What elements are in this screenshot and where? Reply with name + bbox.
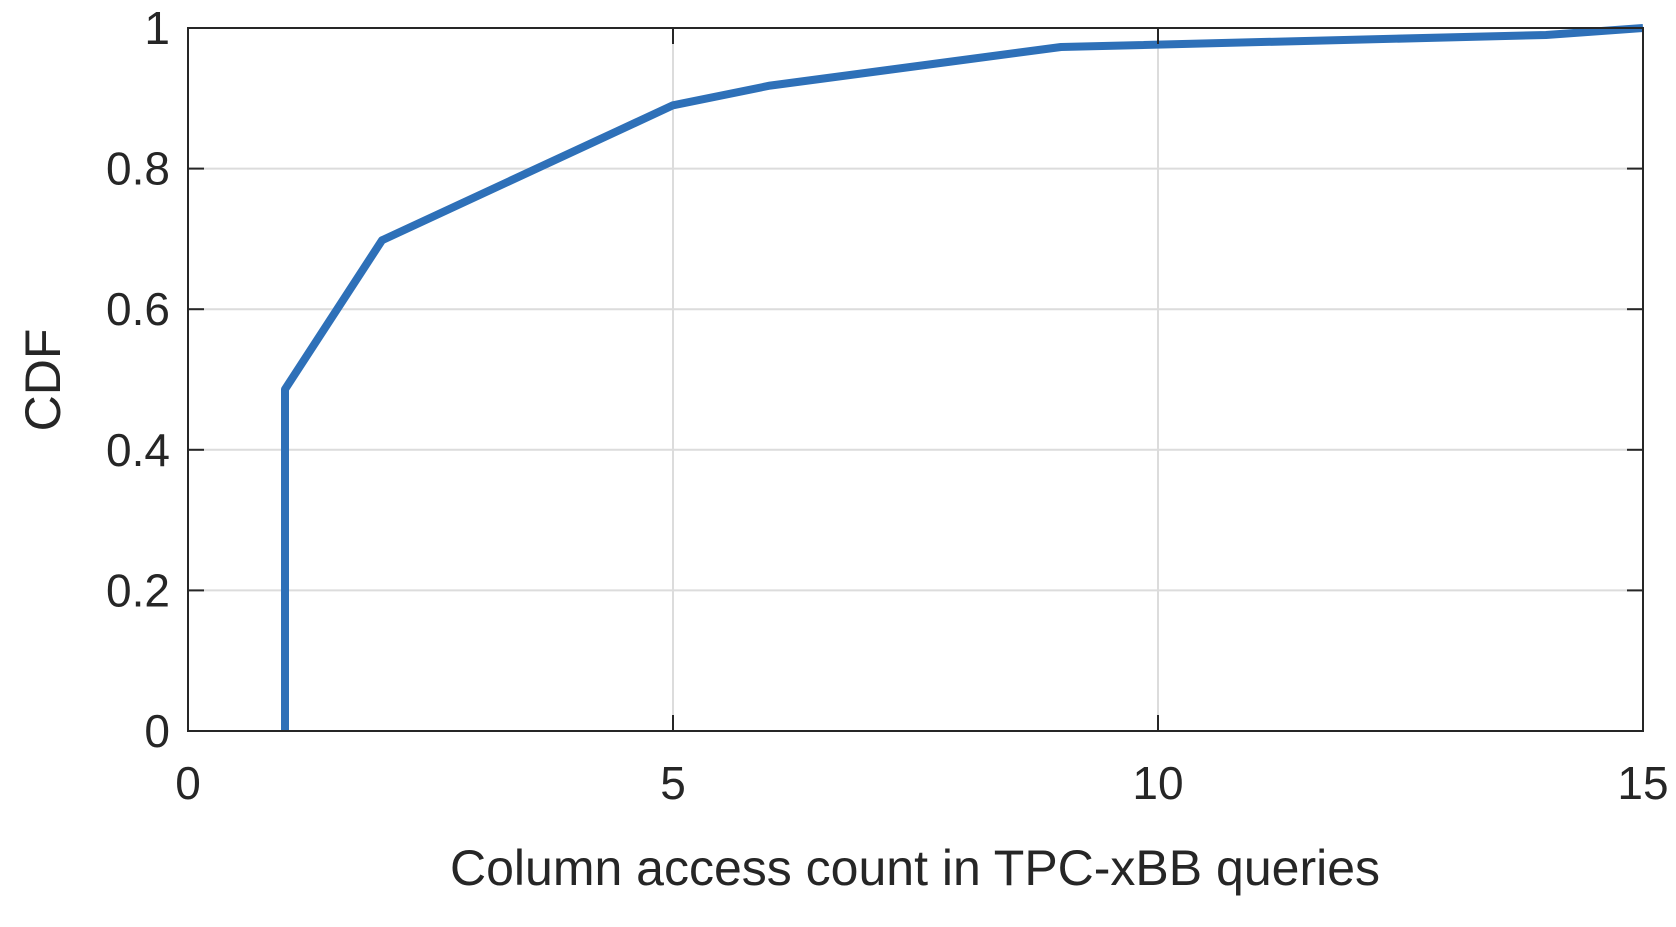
y-tick-label: 0	[144, 705, 170, 757]
x-tick-labels: 0 5 10 15	[175, 757, 1668, 809]
x-axis-label: Column access count in TPC-xBB queries	[450, 840, 1380, 896]
x-tick-label: 0	[175, 757, 201, 809]
cdf-series-line	[281, 24, 1644, 731]
tick-marks	[187, 27, 1644, 732]
x-tick-label: 5	[660, 757, 686, 809]
x-tick-label: 10	[1132, 757, 1183, 809]
x-tick-label: 15	[1617, 757, 1668, 809]
y-tick-labels: 0 0.2 0.4 0.6 0.8 1	[106, 2, 170, 757]
y-axis-label: CDF	[15, 329, 71, 432]
y-tick-label: 0.2	[106, 564, 170, 616]
y-tick-label: 1	[144, 2, 170, 54]
plot-background	[188, 28, 1643, 731]
y-tick-label: 0.6	[106, 283, 170, 335]
y-tick-label: 0.8	[106, 143, 170, 195]
grid	[188, 28, 1643, 731]
plot-frame	[187, 27, 1644, 732]
series-layer	[281, 24, 1644, 731]
y-tick-label: 0.4	[106, 424, 170, 476]
